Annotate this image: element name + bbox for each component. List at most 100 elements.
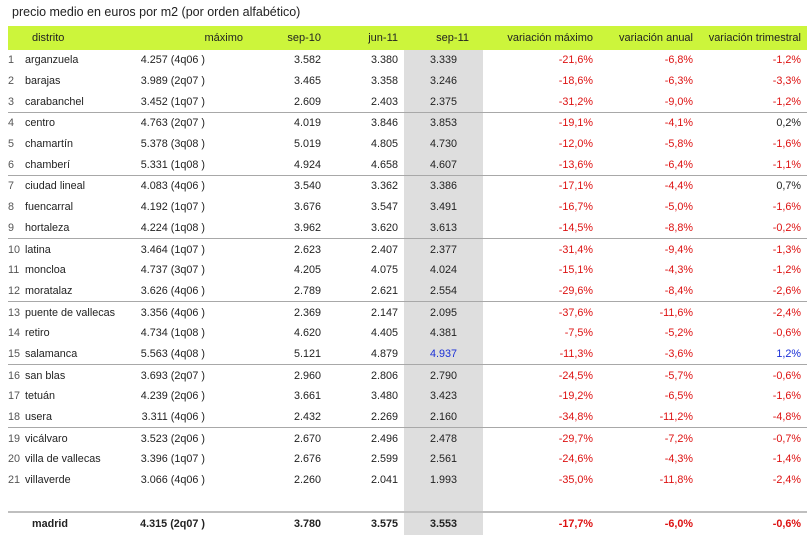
- variacion-trimestral-cell: -2,6%: [772, 284, 801, 297]
- variacion-trimestral-cell: -4,8%: [772, 411, 801, 424]
- variacion-maximo-cell: -12,0%: [558, 138, 593, 151]
- row-number: 17: [8, 390, 21, 403]
- jun11-cell: 3.480: [370, 390, 398, 403]
- variacion-maximo-cell: -11,3%: [559, 347, 593, 360]
- column-header-variacion-anual: variación anual: [599, 26, 699, 50]
- price-table: distrito máximo sep-10 jun-11 sep-11 var…: [8, 26, 807, 536]
- table-row: 15 salamanca 5.563 (4q08 ) 5.121 4.879 4.937 -…: [8, 343, 807, 365]
- variacion-maximo-cell: -37,6%: [483, 301, 599, 323]
- sep10-cell: 3.582: [293, 54, 321, 67]
- sep11-cell: 2.160: [404, 406, 483, 428]
- district-cell: 4 centro: [8, 112, 134, 134]
- table-row: 19 vicálvaro 3.523 (2q06 ) 2.670 2.496 2.478-…: [8, 427, 807, 450]
- district-cell: 10 latina: [8, 238, 134, 260]
- row-number: 16: [8, 369, 21, 382]
- table-row: 13 puente de vallecas 3.356 (4q06 ) 2.369 2.…: [8, 301, 807, 323]
- district-cell: 1 arganzuela: [8, 50, 134, 71]
- variacion-maximo-cell: -29,7%: [483, 427, 599, 450]
- variacion-maximo-cell: -24,5%: [483, 364, 599, 386]
- maximo-cell: 3.693 (2q07 ): [134, 364, 249, 386]
- jun11-cell: 4.805: [370, 138, 398, 151]
- maximo-cell: 3.523 (2q06 ): [134, 427, 249, 450]
- variacion-trimestral-cell: -3,3%: [772, 75, 801, 88]
- jun11-cell: 2.496: [327, 427, 404, 450]
- variacion-maximo-cell: -15,1%: [558, 264, 593, 277]
- variacion-anual-cell: -3,6%: [664, 347, 693, 360]
- column-header-jun11: jun-11: [327, 26, 404, 50]
- variacion-maximo-cell: -17,1%: [483, 175, 599, 197]
- row-number: 18: [8, 411, 21, 424]
- variacion-trimestral-cell: 0,7%: [699, 175, 807, 197]
- district-cell: 9 hortaleza: [8, 218, 134, 239]
- district-cell: 15 salamanca: [8, 344, 134, 365]
- district-name: puente de vallecas: [25, 306, 116, 319]
- sep10-cell: 4.019: [249, 112, 327, 134]
- row-number: 7: [8, 180, 15, 193]
- maximo-cell: 3.311 (4q06 ): [141, 411, 205, 424]
- district-name: moratalaz: [25, 284, 73, 297]
- variacion-anual-cell: -11,8%: [659, 474, 693, 487]
- row-number: 9: [8, 221, 15, 234]
- table-row: 1 arganzuela 4.257 (4q06 ) 3.582 3.380 3.339 -…: [8, 50, 807, 71]
- variacion-trimestral-cell: -1,2%: [772, 54, 801, 67]
- row-number: 19: [8, 432, 21, 445]
- district-cell: 6 chamberí: [8, 154, 134, 175]
- variacion-trimestral-cell: 0,2%: [699, 112, 807, 134]
- variacion-anual-cell: -5,2%: [664, 327, 693, 340]
- jun11-cell: 4.658: [370, 158, 398, 171]
- jun11-cell: 2.621: [370, 284, 398, 297]
- total-jun11-cell: 3.575: [327, 511, 404, 536]
- jun11-cell: 2.806: [327, 364, 404, 386]
- sep11-cell: 3.423: [404, 386, 483, 407]
- column-header-maximo: máximo: [134, 26, 249, 50]
- maximo-cell: 3.989 (2q07 ): [140, 75, 205, 88]
- district-cell: 13 puente de vallecas: [8, 301, 134, 323]
- district-name: ciudad lineal: [25, 180, 86, 193]
- jun11-cell: 2.147: [327, 301, 404, 323]
- district-name: latina: [25, 243, 51, 256]
- variacion-anual-cell: -6,8%: [664, 54, 693, 67]
- table-row: 17 tetuán 4.239 (2q06 ) 3.661 3.480 3.423 -19,…: [8, 386, 807, 407]
- variacion-anual-cell: -4,3%: [664, 264, 693, 277]
- district-cell: 3 carabanchel: [8, 91, 134, 112]
- variacion-anual-cell: -9,4%: [599, 238, 699, 260]
- jun11-cell: 3.380: [370, 54, 398, 67]
- total-variacion-anual-cell: -6,0%: [599, 511, 699, 536]
- district-cell: 16 san blas: [8, 364, 134, 386]
- sep10-cell: 2.789: [293, 284, 321, 297]
- district-cell: 12 moratalaz: [8, 281, 134, 302]
- variacion-maximo-cell: -35,0%: [558, 474, 593, 487]
- jun11-cell: 2.269: [370, 411, 398, 424]
- maximo-cell: 4.239 (2q06 ): [140, 390, 205, 403]
- sep11-cell: 4.937: [404, 343, 483, 365]
- district-cell: 18 usera: [8, 407, 134, 428]
- variacion-maximo-cell: -31,2%: [558, 95, 593, 108]
- maximo-cell: 4.257 (4q06 ): [140, 54, 205, 67]
- table-row: 21 villaverde 3.066 (4q06 ) 2.260 2.041 1.993…: [8, 469, 807, 491]
- table-row: 9 hortaleza 4.224 (1q08 ) 3.962 3.620 3.613 -1…: [8, 217, 807, 239]
- district-name: moncloa: [25, 264, 66, 277]
- variacion-anual-cell: -4,1%: [599, 112, 699, 134]
- sep10-cell: 3.465: [293, 75, 321, 88]
- sep11-cell: 4.024: [404, 259, 483, 281]
- sep10-cell: 3.676: [293, 201, 321, 214]
- district-name: carabanchel: [25, 95, 84, 108]
- sep11-cell: 4.381: [404, 322, 483, 344]
- sep10-cell: 2.432: [293, 411, 321, 424]
- variacion-maximo-cell: -19,2%: [558, 390, 593, 403]
- sep11-cell: 4.607: [404, 154, 483, 176]
- row-number: 12: [8, 284, 21, 297]
- row-number: 2: [8, 75, 15, 88]
- column-header-variacion-maximo: variación máximo: [483, 26, 599, 50]
- jun11-cell: 4.879: [370, 347, 398, 360]
- sep11-cell: 2.790: [404, 364, 483, 386]
- sep10-cell: 2.260: [293, 474, 321, 487]
- spacer-cell: [249, 490, 327, 512]
- jun11-cell: 4.075: [370, 264, 398, 277]
- row-number: 1: [8, 54, 15, 67]
- district-name: chamartín: [25, 138, 74, 151]
- sep10-cell: 2.670: [249, 427, 327, 450]
- row-number: 6: [8, 158, 15, 171]
- maximo-cell: 4.083 (4q06 ): [134, 175, 249, 197]
- district-name: hortaleza: [25, 221, 70, 234]
